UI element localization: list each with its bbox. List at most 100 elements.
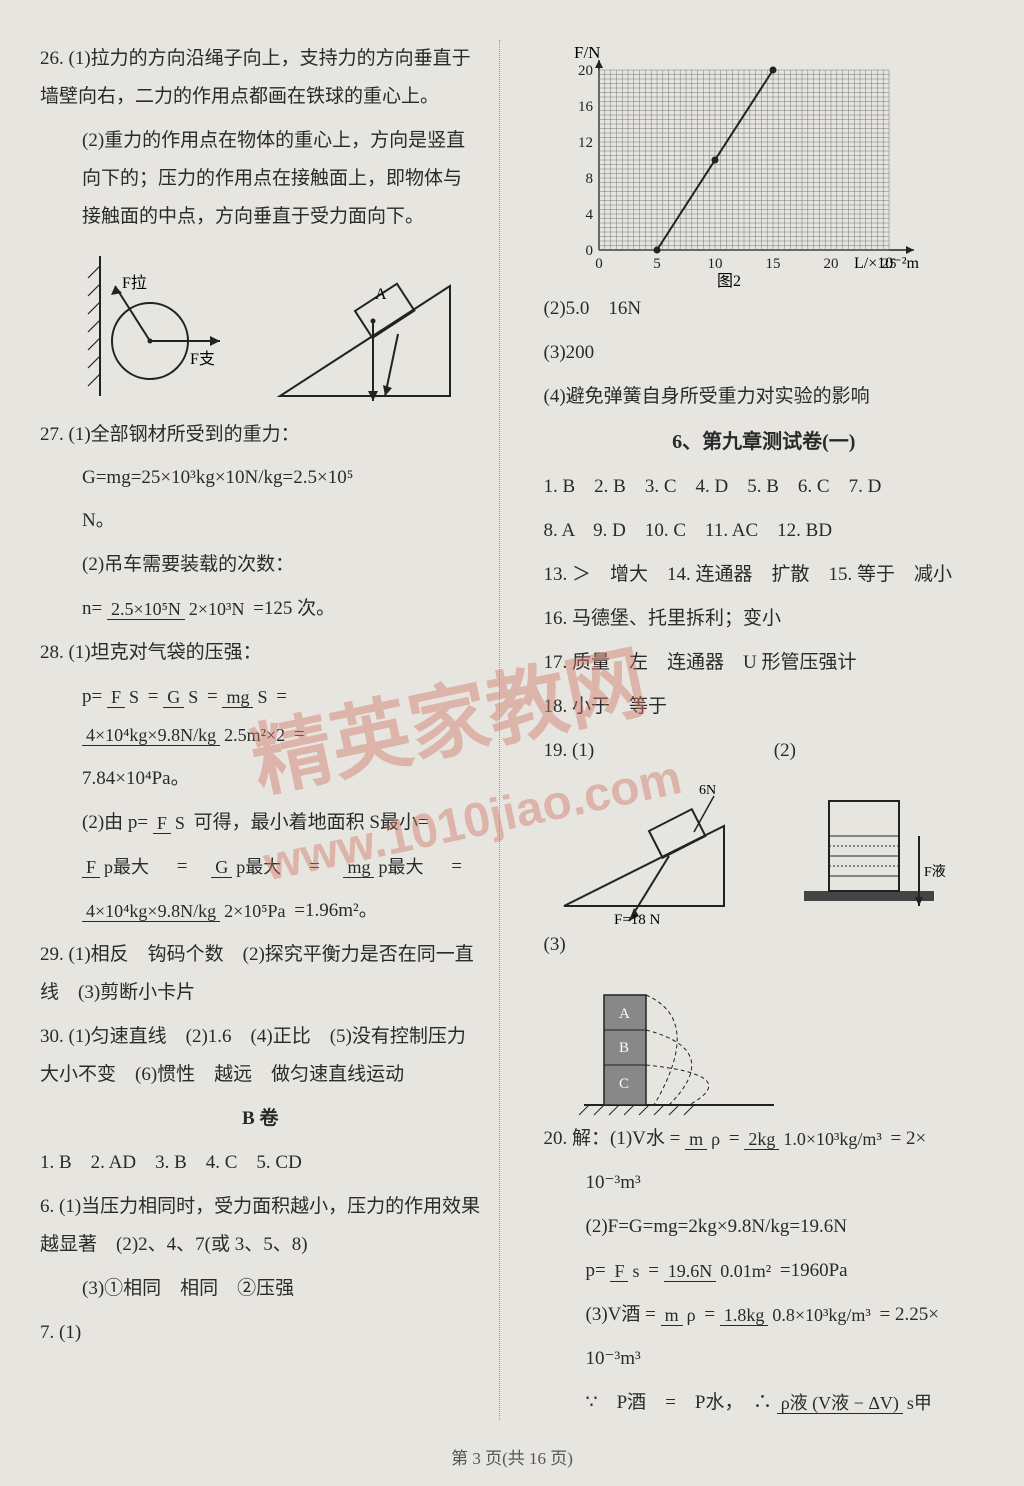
- diagram-q19-2: F液: [774, 776, 954, 926]
- q20-4: ∵ P酒 = P水， ∴ ρ液 (V液 − ΔV)s甲: [544, 1384, 985, 1422]
- svg-text:15: 15: [765, 256, 780, 272]
- q20-2p-pre: p=: [586, 1260, 606, 1281]
- svg-text:20: 20: [823, 256, 838, 272]
- svg-text:5: 5: [653, 256, 661, 272]
- q27-2a: (2)吊车需要装载的次数：: [40, 546, 481, 584]
- f1b: S: [125, 687, 143, 707]
- svg-text:16: 16: [578, 99, 594, 115]
- b-q6: 6. (1)当压力相同时，受力面积越小，压力的作用效果越显著 (2)2、4、7(…: [40, 1188, 481, 1264]
- q28-2-res: =1.96m²。: [294, 900, 377, 921]
- q28-2a: (2)由 p= FS 可得，最小着地面积 S最小=: [40, 804, 481, 842]
- q20-3-res: = 2.25×: [880, 1304, 939, 1325]
- q20-4-fb: s甲: [903, 1393, 936, 1413]
- q20-f1t: m: [685, 1129, 707, 1150]
- xlabel: L/×10⁻²m: [854, 255, 919, 272]
- r-q2: (2)5.0 16N: [544, 290, 985, 328]
- eq1: =: [148, 686, 159, 707]
- q28-1b: p= FS = GS = mgS = 4×10⁴kg×9.8N/kg2.5m²×…: [40, 678, 481, 754]
- q30: 30. (1)匀速直线 (2)1.6 (4)正比 (5)没有控制压力大小不变 (…: [40, 1018, 481, 1094]
- q28-2-f1b: p最大: [100, 857, 153, 877]
- eq4: =: [294, 724, 305, 745]
- q20-2p-res: =1960Pa: [780, 1260, 848, 1281]
- label-a: A: [375, 286, 387, 303]
- q20-2: (2)F=G=mg=2kg×9.8N/kg=19.6N: [544, 1208, 985, 1246]
- q20-f2t: 2kg: [744, 1129, 779, 1150]
- q27-1b: G=mg=25×10³kg×10N/kg=2.5×10⁵: [40, 460, 481, 496]
- q28-2-f4b: 2×10⁵Pa: [220, 901, 289, 921]
- fig-caption: 图2: [716, 273, 740, 290]
- q20-2p-f1t: F: [610, 1261, 628, 1282]
- q20-4a: ∵ P酒 = P水， ∴: [586, 1392, 772, 1413]
- q20-3unit: 10⁻³m³: [544, 1340, 985, 1378]
- b-row1: 1. B 2. AD 3. B 4. C 5. CD: [40, 1144, 481, 1182]
- diagram-q19-1: 6N F=18 N: [544, 776, 754, 926]
- lbl-c: C: [619, 1076, 629, 1092]
- f4t: 4×10⁴kg×9.8N/kg: [82, 725, 220, 746]
- q27-n-post: =125 次。: [253, 598, 335, 619]
- chart-fig2: F/N 048121620 0510152025: [544, 40, 985, 290]
- ylabel: F/N: [574, 43, 600, 62]
- svg-text:0: 0: [585, 243, 593, 259]
- q20-2p-f2b: 0.01m²: [716, 1261, 775, 1281]
- q28-2-f2t: G: [211, 857, 232, 878]
- f3t: mg: [222, 687, 253, 708]
- q28-2-f2b: p最大: [232, 857, 285, 877]
- q28-2a-pre: (2)由 p=: [82, 812, 148, 833]
- q28-2c: 4×10⁴kg×9.8N/kg2×10⁵Pa =1.96m²。: [40, 892, 481, 930]
- q28-2-f1t: F: [82, 857, 100, 878]
- q20-3-pre: (3)V酒 =: [586, 1304, 656, 1325]
- q19-1: 19. (1): [544, 732, 754, 770]
- svg-text:12: 12: [578, 135, 593, 151]
- q20-2p-f2t: 19.6N: [664, 1261, 717, 1282]
- q28-2a-ft: F: [153, 813, 171, 834]
- q27-1a: 27. (1)全部钢材所受到的重力：: [40, 416, 481, 454]
- q20-f2b: 1.0×10³kg/m³: [779, 1129, 885, 1149]
- q20-f1b: ρ: [707, 1129, 724, 1149]
- q26-2: (2)重力的作用点在物体的重心上，方向是竖直向下的；压力的作用点在接触面上，即物…: [40, 122, 481, 236]
- svg-text:20: 20: [578, 63, 593, 79]
- p-eq: p=: [82, 686, 102, 707]
- q20-2p: p= Fs = 19.6N0.01m² =1960Pa: [544, 1252, 985, 1290]
- q20-3-f2t: 1.8kg: [720, 1305, 769, 1326]
- q20-3-f2b: 0.8×10³kg/m³: [768, 1305, 874, 1325]
- lbl-b: B: [619, 1040, 629, 1056]
- diagram-q19-3: A B C: [574, 970, 794, 1120]
- q27-1b-unit: N。: [40, 502, 481, 540]
- q18: 18. 小于 等于: [544, 688, 985, 726]
- b-title: B 卷: [40, 1100, 481, 1138]
- q20-eq: = 2×: [891, 1128, 927, 1149]
- right-column: F/N 048121620 0510152025: [530, 40, 985, 1420]
- r-q4: (4)避免弹簧自身所受重力对实验的影响: [544, 378, 985, 416]
- svg-text:0: 0: [595, 256, 603, 272]
- label-f-zhi: F支: [190, 350, 215, 368]
- f2b: S: [184, 687, 202, 707]
- q20-4-ft: ρ液 (V液 − ΔV): [777, 1393, 903, 1414]
- eq2: =: [207, 686, 218, 707]
- q20-3-f1t: m: [661, 1305, 683, 1326]
- q28-2-f3t: mg: [343, 857, 374, 878]
- q27-fb: 2×10³N: [185, 599, 249, 619]
- q26-1: 26. (1)拉力的方向沿绳子向上，支持力的方向垂直于墙壁向右，二力的作用点都画…: [40, 40, 481, 116]
- svg-text:8: 8: [585, 171, 593, 187]
- f3b: S: [253, 687, 271, 707]
- page-footer: 第 3 页(共 16 页): [0, 1442, 1024, 1476]
- q28-1a: 28. (1)坦克对气袋的压强：: [40, 634, 481, 672]
- diagram-q26: F拉 F支 A: [80, 246, 481, 406]
- q28-2b: Fp最大 = Gp最大 = mgp最大 =: [40, 848, 481, 886]
- label-f18: F=18 N: [614, 912, 661, 926]
- q20-1: 20. 解：(1)V水 = mρ = 2kg1.0×10³kg/m³ = 2×: [544, 1120, 985, 1158]
- q20-pre: 20. 解：(1)V水 =: [544, 1128, 681, 1149]
- f1t: F: [107, 687, 125, 708]
- q29: 29. (1)相反 钩码个数 (2)探究平衡力是否在同一直线 (3)剪断小卡片: [40, 936, 481, 1012]
- q19-2: (2): [774, 732, 984, 770]
- svg-text:10: 10: [707, 256, 722, 272]
- q20-1unit: 10⁻³m³: [544, 1164, 985, 1202]
- mc1: 1. B 2. B 3. C 4. D 5. B 6. C 7. D: [544, 468, 985, 506]
- left-column: 26. (1)拉力的方向沿绳子向上，支持力的方向垂直于墙壁向右，二力的作用点都画…: [40, 40, 500, 1420]
- q27-ft: 2.5×10⁵N: [107, 599, 185, 620]
- q17: 17. 质量 左 连通器 U 形管压强计: [544, 644, 985, 682]
- f4b: 2.5m²×2: [220, 725, 289, 745]
- q28-1res: 7.84×10⁴Pa。: [40, 760, 481, 798]
- q27-1b-expr: G=mg=25×10³kg×10N/kg=2.5×10⁵: [82, 467, 353, 488]
- mc2: 8. A 9. D 10. C 11. AC 12. BD: [544, 512, 985, 550]
